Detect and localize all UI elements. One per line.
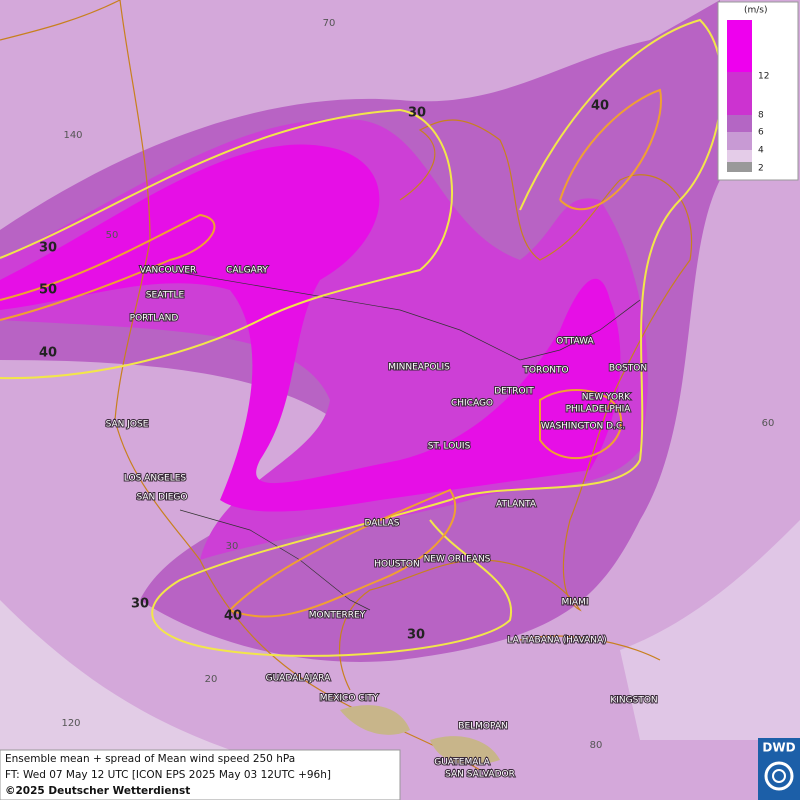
contour-label: 50 [39, 283, 57, 298]
city-label: SAN DIEGO [137, 493, 188, 503]
city-label: MEXICO CITY [320, 694, 379, 704]
legend-tick: 8 [758, 111, 764, 121]
city-label: LA HABANA (HAVANA) [507, 636, 606, 646]
city-labels: VANCOUVER CALGARY SEATTLE PORTLAND MINNEAPOL… [105, 265, 659, 781]
city-label: WASHINGTON D.C. [541, 422, 625, 432]
legend-swatch [727, 162, 752, 172]
city-label: ATLANTA [496, 500, 537, 510]
legend-tick: 4 [758, 146, 764, 156]
city-label: MONTERREY [309, 611, 366, 621]
contour-label: 40 [39, 346, 57, 361]
city-label: PORTLAND [130, 314, 179, 324]
grid-label: 140 [63, 130, 82, 141]
legend-swatch [727, 150, 752, 162]
city-label: LOS ANGELES [124, 474, 187, 484]
grid-label: 70 [323, 18, 336, 29]
grid-label: 20 [205, 674, 218, 685]
city-label: HOUSTON [374, 560, 419, 570]
grid-label: 50 [106, 230, 119, 241]
city-label: GUADALAJARA [266, 674, 332, 684]
footer-box [0, 749, 401, 800]
logo-text: DWD [762, 741, 795, 755]
city-label: TORONTO [522, 366, 568, 376]
city-label: MIAMI [562, 598, 589, 608]
city-label: NEW ORLEANS [424, 555, 491, 565]
legend-tick: 2 [758, 164, 764, 174]
contour-label: 30 [39, 241, 57, 256]
contour-label: 30 [408, 106, 426, 121]
contour-label: 30 [131, 597, 149, 612]
legend-swatch [727, 72, 752, 115]
logo-swirl [764, 761, 794, 791]
city-label: KINGSTON [610, 696, 657, 706]
footer: Ensemble mean + spread of Mean wind spee… [0, 749, 401, 800]
legend-swatch [727, 20, 752, 72]
city-label: OTTAWA [556, 337, 594, 347]
footer-line: ©2025 Deutscher Wetterdienst [5, 785, 190, 797]
contour-label: 30 [407, 628, 425, 643]
logo-swirl [772, 769, 786, 783]
city-label: DALLAS [364, 519, 399, 529]
grid-label: 60 [762, 418, 775, 429]
footer-line: FT: Wed 07 May 12 UTC [ICON EPS 2025 May… [5, 769, 331, 781]
city-label: SAN SALVADOR [445, 770, 515, 780]
legend-tick: 12 [758, 72, 769, 82]
contour-label: 40 [224, 609, 242, 624]
city-label: GUATEMALA [434, 758, 490, 768]
legend-swatch [727, 115, 752, 132]
grid-label: 30 [226, 541, 239, 552]
grid-label: 80 [590, 740, 603, 751]
contour-label: 40 [591, 99, 609, 114]
city-label: MINNEAPOLIS [388, 363, 450, 373]
city-label: BOSTON [609, 364, 647, 374]
grid-label: 120 [61, 718, 80, 729]
contour-labels: 30 40 30 50 40 30 40 30 [39, 99, 609, 643]
legend-tick: 6 [758, 128, 764, 138]
land-relief [340, 705, 500, 765]
city-label: CALGARY [226, 266, 268, 276]
grid-labels: 70 140 50 60 20 120 80 30 [61, 18, 774, 751]
city-label: VANCOUVER [140, 266, 197, 276]
city-label: PHILADELPHIA [566, 405, 632, 415]
footer-line: Ensemble mean + spread of Mean wind spee… [5, 753, 295, 765]
logo: DWD [758, 738, 800, 800]
legend-unit: (m/s) [744, 6, 768, 16]
legend-swatch [727, 132, 752, 150]
city-label: SEATTLE [146, 291, 185, 301]
city-label: BELMOPAN [458, 722, 507, 732]
city-label: NEW YORK [582, 393, 632, 403]
city-label: ST. LOUIS [428, 442, 471, 452]
city-label: SAN JOSE [106, 420, 149, 430]
city-label: CHICAGO [451, 399, 493, 409]
legend: (m/s) 12 8 6 4 2 [717, 1, 799, 181]
city-label: DETROIT [494, 387, 534, 397]
